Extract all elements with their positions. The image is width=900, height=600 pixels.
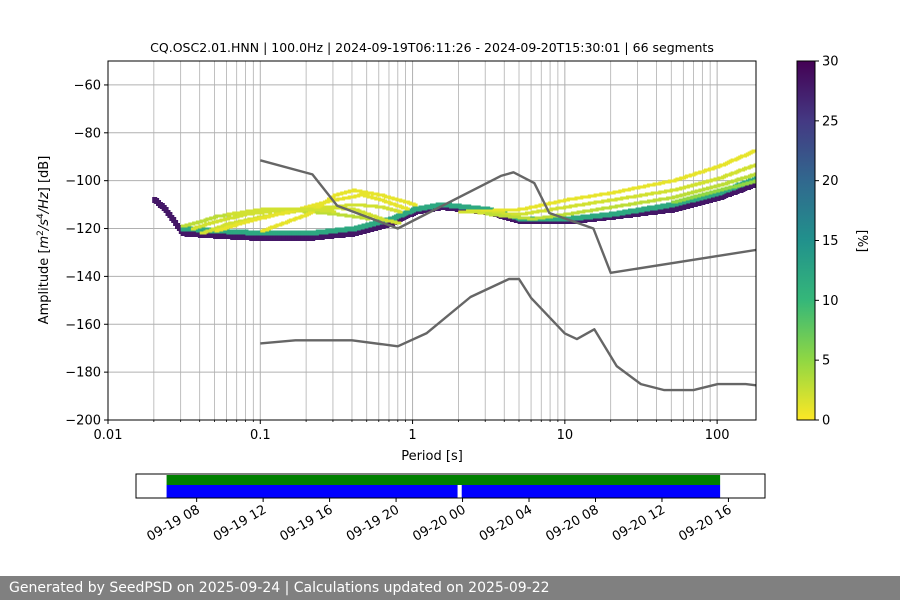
chart-title: CQ.OSC2.01.HNN | 100.0Hz | 2024-09-19T06…	[150, 40, 714, 55]
x-axis-label: Period [s]	[401, 449, 463, 464]
coverage-timeline	[166, 475, 721, 498]
timeline-tick-label: 09-20 12	[610, 502, 668, 544]
x-tick-label: 100	[705, 428, 730, 443]
colorbar-tick-label: 15	[822, 234, 839, 249]
y-tick-label: −60	[74, 78, 101, 93]
colorbar-tick-label: 25	[822, 114, 839, 129]
heat-cell	[309, 210, 315, 214]
colorbar-tick-label: 30	[822, 55, 839, 70]
y-tick-label: −100	[65, 174, 101, 189]
y-axis-label: Amplitude [m2/s4/Hz] [dB]	[36, 156, 52, 325]
noise-models	[259, 159, 756, 392]
x-axis: 0.01 0.1 1 10 100	[94, 420, 730, 443]
colorbar-tick-label: 5	[822, 354, 830, 369]
timeline-tick-label: 09-19 12	[211, 502, 269, 544]
heat-band-upper-2	[458, 162, 756, 216]
timeline-tick-label: 09-19 16	[277, 502, 335, 544]
colorbar-tick-label: 20	[822, 174, 839, 189]
coverage-bar	[166, 475, 721, 485]
grid	[108, 61, 756, 420]
y-axis: −60 −80 −100 −120 −140 −160 −180 −200	[65, 78, 108, 429]
heat-cell	[396, 221, 402, 225]
heat-cell	[325, 199, 330, 203]
heat-band-upper-3	[485, 172, 756, 221]
timeline-tick-label: 09-20 08	[543, 502, 601, 544]
colorbar-label: [%]	[854, 230, 869, 253]
timeline-tick-label: 09-20 04	[477, 502, 535, 544]
x-tick-label: 1	[408, 428, 416, 443]
heat-cell	[331, 210, 337, 214]
noise-model-upper	[259, 159, 756, 274]
colorbar-tick-label: 10	[822, 294, 839, 309]
heat-band-main-spread	[180, 175, 756, 236]
x-tick-label: 10	[557, 428, 574, 443]
psd-histogram	[152, 148, 756, 241]
timeline-tick-label: 09-20 00	[410, 502, 468, 544]
heat-cell	[753, 149, 756, 153]
heat-cell	[412, 203, 418, 207]
heat-cell	[753, 179, 756, 183]
y-tick-label: −180	[65, 366, 101, 381]
heat-cell	[319, 203, 325, 207]
heat-band-low-6	[226, 207, 337, 216]
heat-band-low-5	[260, 188, 418, 233]
heat-cell	[404, 207, 410, 211]
timeline-tick-label: 09-19 20	[344, 502, 402, 544]
x-tick-label: 0.1	[250, 428, 271, 443]
heat-cell	[753, 176, 756, 182]
y-tick-label: −80	[74, 126, 101, 141]
segment-bar	[461, 485, 721, 498]
x-tick-label: 0.01	[94, 428, 123, 443]
colorbar	[796, 60, 816, 421]
timeline-tick-label: 09-20 16	[676, 502, 734, 544]
heat-cell	[753, 181, 756, 187]
footer: Generated by SeedPSD on 2025-09-24 | Cal…	[0, 576, 900, 600]
colorbar-axis: 0 5 10 15 20 25 30	[815, 55, 839, 429]
timeline-frame	[135, 473, 766, 499]
colorbar-tick-label: 0	[822, 414, 830, 429]
y-tick-label: −120	[65, 222, 101, 237]
noise-model-lower	[260, 277, 756, 392]
timeline-tick-label: 09-19 08	[145, 502, 203, 544]
segment-bar	[166, 485, 458, 498]
heat-cell	[753, 172, 756, 176]
y-tick-label: −200	[65, 414, 101, 429]
heat-band-upper-4	[671, 179, 756, 204]
heat-cell	[330, 195, 336, 199]
y-tick-label: −140	[65, 270, 101, 285]
heat-cell	[753, 163, 756, 167]
timeline-axis: 09-19 08 09-19 12 09-19 16 09-19 20 09-20 00…	[145, 498, 734, 545]
heat-cell	[397, 210, 403, 214]
plot-frame	[107, 60, 757, 421]
heat-cell	[365, 217, 371, 221]
y-tick-label: −160	[65, 318, 101, 333]
